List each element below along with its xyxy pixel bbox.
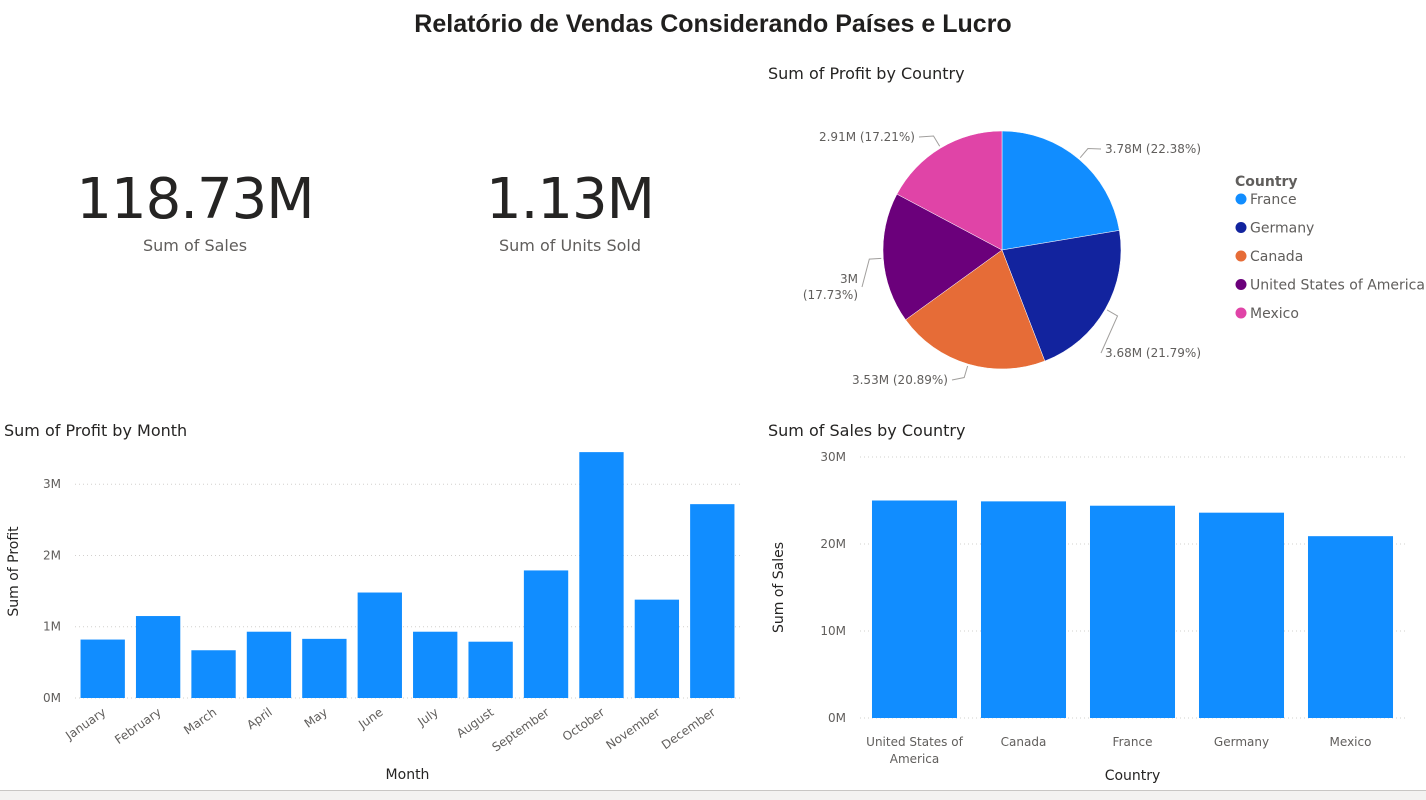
pie-leader-line [1079,147,1102,158]
pie-data-label: 3.68M (21.79%) [1105,346,1201,360]
bar-september[interactable] [523,570,569,698]
legend-marker [1235,250,1247,262]
legend-marker [1235,193,1247,205]
x-axis-title: Country [1105,768,1161,784]
x-axis-title: Month [386,767,430,783]
bar-united-states-of-america[interactable] [871,500,958,719]
x-tick-label: September [489,705,551,755]
x-tick-label: March [181,705,219,737]
bar-october[interactable] [579,452,624,698]
pie-leader-line [1100,309,1119,354]
legend-title: Country [1235,174,1298,190]
pie-data-label: (17.73%) [803,288,858,302]
bar-august[interactable] [468,641,513,698]
pie-slice-mexico[interactable] [896,130,1003,251]
units-card-label: Sum of Units Sold [498,236,641,255]
y-tick-label: 1M [43,620,61,634]
bar-june[interactable] [357,592,402,698]
bar-february[interactable] [135,616,181,698]
pie-leader-line [951,365,969,381]
x-tick-label: April [244,705,275,732]
y-tick-label: 0M [828,711,846,725]
bar-march[interactable] [191,650,236,698]
profit-by-country-pie-chart[interactable]: 3.78M (22.38%) 3.68M (21.79%) 3.53M (20.89… [760,95,1426,395]
y-tick-label: 2M [43,548,61,562]
bar-canada[interactable] [980,501,1067,718]
y-tick-label: 10M [820,624,846,638]
pie-data-label: 3M [840,272,858,286]
legend-marker [1235,307,1247,319]
y-tick-label: 0M [43,691,61,705]
units-card[interactable]: 1.13M Sum of Units Sold [445,167,695,256]
pie-slice-france[interactable] [1001,130,1120,251]
x-tick-label: May [302,705,330,731]
bar-may[interactable] [302,638,347,698]
x-tick-label: France [1113,735,1153,749]
legend-item[interactable]: Mexico [1250,306,1299,322]
pie-data-label: 3.53M (20.89%) [852,373,948,387]
legend-marker [1235,279,1247,290]
pie-slice-united-states-of-america[interactable] [882,193,1003,321]
sales-card[interactable]: 118.73M Sum of Sales [70,167,320,256]
page-tabs-bar [0,790,1426,800]
pie-leader-line [861,257,882,288]
pie-slice-canada[interactable] [905,249,1046,370]
pie-data-label: 2.91M (17.21%) [819,130,915,144]
bar-mexico[interactable] [1307,536,1394,718]
x-tick-label: America [890,752,940,766]
legend-item[interactable]: France [1250,192,1297,208]
x-tick-label: December [659,705,718,752]
bar-april[interactable] [246,631,292,698]
bar-july[interactable] [413,631,458,698]
bar-france[interactable] [1089,505,1176,718]
x-tick-label: Germany [1214,735,1269,749]
x-tick-label: January [62,705,108,743]
report-title: Relatório de Vendas Considerando Países … [414,10,1012,38]
y-tick-label: 20M [820,537,846,551]
bar-december[interactable] [690,504,735,698]
x-tick-label: Mexico [1330,735,1372,749]
units-card-value: 1.13M [485,167,655,232]
sales-card-value: 118.73M [76,167,314,232]
x-tick-label: August [454,705,497,741]
x-tick-label: June [355,705,385,732]
pie-leader-line [918,135,941,147]
x-tick-label: October [560,705,607,744]
profit-by-month-bar-chart[interactable]: 0M 1M 2M 3M January February March April May June… [0,445,760,790]
sales-card-label: Sum of Sales [142,236,248,255]
pie-slice-germany[interactable] [1001,230,1122,362]
pie-chart-title: Sum of Profit by Country [768,64,965,83]
legend-item[interactable]: Canada [1250,249,1303,265]
month-chart-title: Sum of Profit by Month [4,421,188,440]
legend-marker [1235,222,1247,233]
y-axis-title: Sum of Sales [771,542,787,633]
bar-germany[interactable] [1198,512,1285,718]
x-tick-label: February [112,705,164,747]
legend-item[interactable]: United States of America [1250,278,1425,294]
x-tick-label: July [414,705,441,729]
bar-january[interactable] [80,639,125,698]
y-tick-label: 30M [820,450,846,464]
y-tick-label: 3M [43,477,61,491]
sales-chart-title: Sum of Sales by Country [768,421,966,440]
x-tick-label: November [603,705,662,752]
legend-item[interactable]: Germany [1250,221,1314,237]
y-axis-title: Sum of Profit [6,526,22,617]
pie-data-label: 3.78M (22.38%) [1105,142,1201,156]
x-tick-label: Canada [1001,735,1047,749]
bar-november[interactable] [634,599,680,698]
x-tick-label: United States of [866,735,963,749]
sales-by-country-bar-chart[interactable]: 0M 10M 20M 30M United States of America Canada… [760,445,1426,790]
